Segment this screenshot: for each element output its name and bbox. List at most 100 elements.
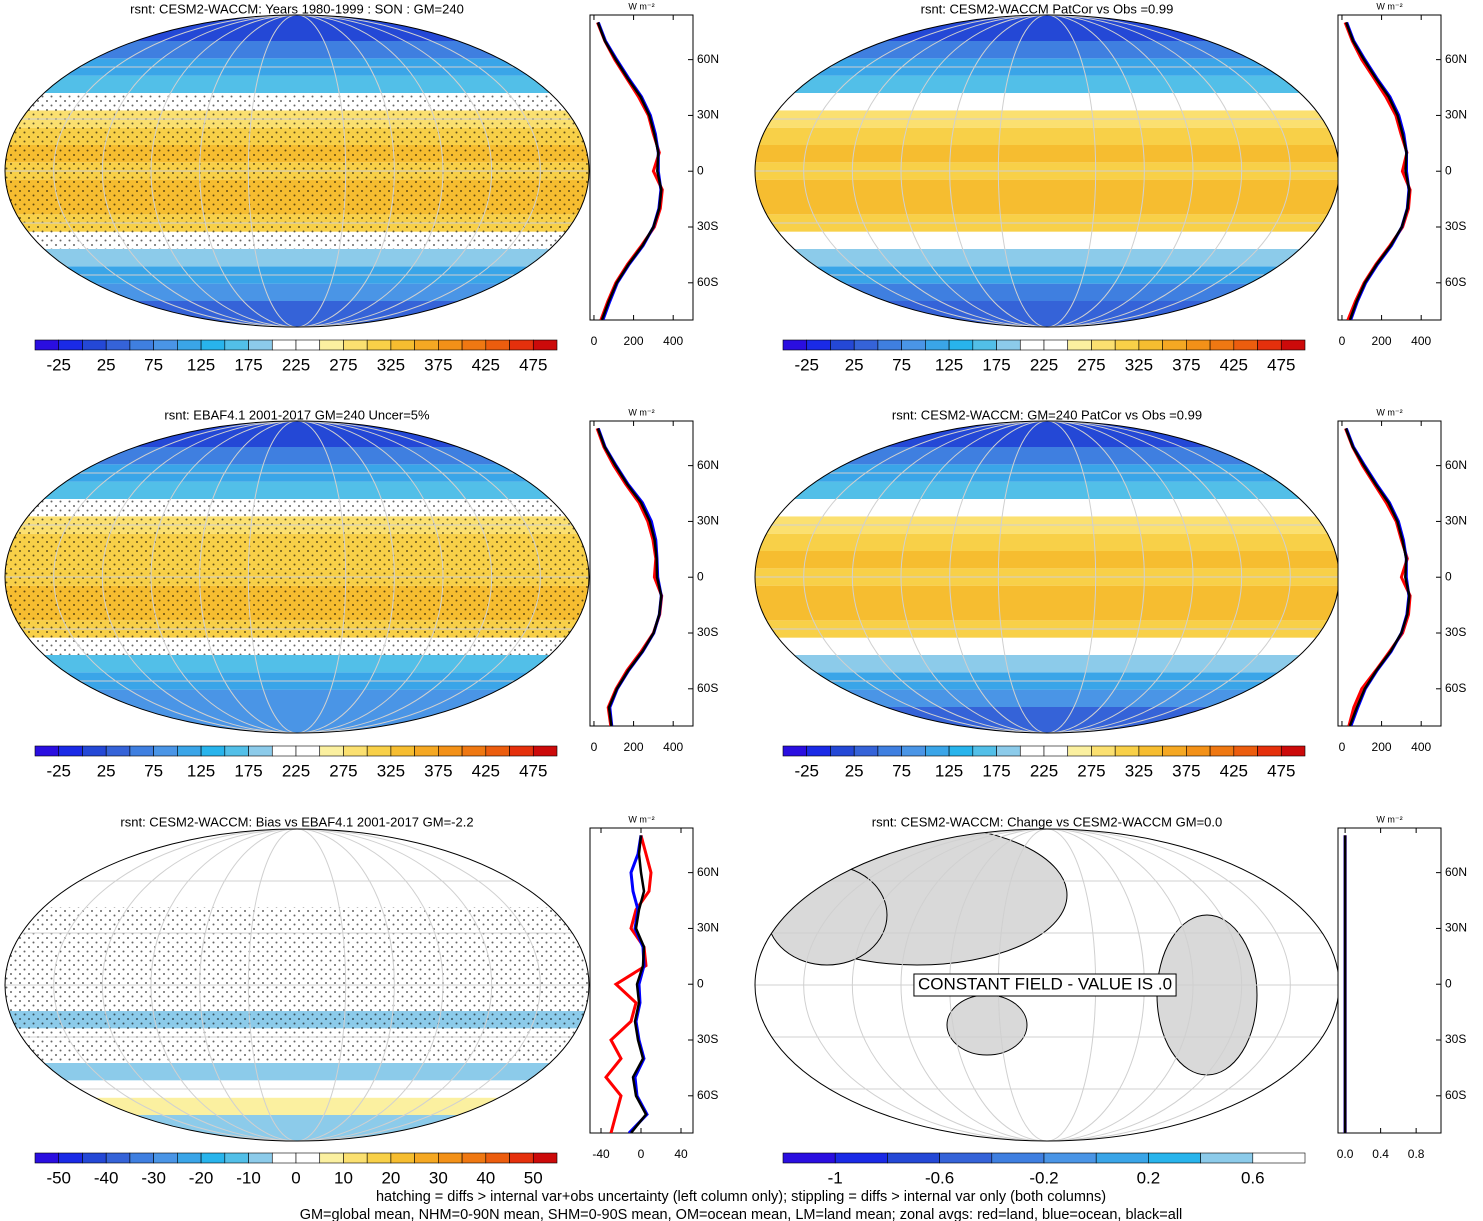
y-tick-label: 30S bbox=[1445, 219, 1466, 233]
colorbar-box bbox=[58, 339, 83, 351]
colorbar-box bbox=[390, 339, 415, 351]
x-tick-label: 400 bbox=[663, 740, 683, 754]
map-band bbox=[755, 499, 1339, 517]
map bbox=[5, 421, 589, 733]
y-tick-label: 0 bbox=[697, 163, 704, 177]
colorbar-box bbox=[532, 339, 558, 351]
y-tick-label: 0 bbox=[1445, 569, 1452, 583]
colorbar-box bbox=[1067, 339, 1092, 351]
colorbar-box bbox=[34, 1152, 60, 1164]
land bbox=[766, 864, 888, 966]
y-tick-label: 30S bbox=[1445, 625, 1466, 639]
colorbar-box bbox=[1186, 339, 1211, 351]
map-band bbox=[755, 585, 1339, 603]
colorbar-label: 175 bbox=[234, 355, 262, 374]
y-tick-label: 60S bbox=[697, 681, 718, 695]
colorbar-label: 275 bbox=[329, 761, 357, 780]
colorbar-label: 10 bbox=[334, 1168, 353, 1187]
colorbar-box bbox=[1252, 1152, 1306, 1164]
map-band bbox=[755, 533, 1339, 551]
colorbar-label: 75 bbox=[892, 355, 911, 374]
map-band bbox=[755, 689, 1339, 707]
colorbar-box bbox=[1019, 339, 1045, 351]
colorbar-box bbox=[948, 745, 974, 757]
map-band bbox=[755, 93, 1339, 111]
map-band bbox=[755, 603, 1339, 621]
colorbar-box bbox=[1114, 745, 1140, 757]
map-band bbox=[5, 447, 589, 465]
map-grid bbox=[53, 15, 541, 327]
colorbar-label: 325 bbox=[377, 761, 405, 780]
map-band bbox=[5, 1115, 589, 1141]
y-tick-label: 30N bbox=[1445, 514, 1467, 528]
colorbar-box bbox=[972, 745, 997, 757]
colorbar-label: 275 bbox=[329, 355, 357, 374]
colorbar-label: 325 bbox=[1125, 355, 1153, 374]
colorbar-box bbox=[877, 745, 902, 757]
colorbar-label: 25 bbox=[97, 355, 116, 374]
colorbar-box bbox=[1043, 745, 1069, 757]
colorbar-box bbox=[1162, 745, 1187, 757]
map-band bbox=[755, 707, 1339, 733]
map-grid bbox=[803, 421, 1291, 733]
zonal-frame bbox=[589, 14, 694, 321]
map-band bbox=[755, 421, 1339, 447]
colorbar-label: 375 bbox=[1172, 761, 1200, 780]
colorbar-box bbox=[248, 1152, 273, 1164]
zonal-line bbox=[1344, 427, 1411, 726]
panel: rsnt: CESM2-WACCM: Years 1980-1999 : SON… bbox=[4, 1, 719, 374]
map-band bbox=[5, 301, 589, 327]
colorbar-box bbox=[343, 339, 368, 351]
colorbar-box bbox=[200, 745, 226, 757]
colorbar-label: 425 bbox=[472, 355, 500, 374]
zonal-line bbox=[604, 835, 653, 1133]
colorbar-box bbox=[830, 339, 855, 351]
colorbar-box bbox=[248, 745, 273, 757]
map-grid bbox=[851, 15, 1243, 327]
colorbar-box bbox=[1257, 339, 1282, 351]
y-tick-label: 0 bbox=[1445, 976, 1452, 990]
map-grid bbox=[900, 829, 1194, 1141]
map-band bbox=[755, 551, 1339, 569]
map-grid bbox=[247, 421, 347, 733]
colorbar-box bbox=[996, 339, 1021, 351]
colorbar-label: -40 bbox=[94, 1168, 119, 1187]
colorbar-label: 325 bbox=[377, 355, 405, 374]
map-grid bbox=[150, 829, 444, 1141]
colorbar-box bbox=[177, 339, 202, 351]
colorbar-box bbox=[972, 339, 997, 351]
colorbar-box bbox=[532, 745, 558, 757]
x-tick-label: 0 bbox=[591, 334, 598, 348]
unit-label: W m⁻² bbox=[628, 407, 654, 417]
panel-title: rsnt: EBAF4.1 2001-2017 GM=240 Uncer=5% bbox=[164, 407, 430, 422]
colorbar-box bbox=[834, 1152, 888, 1164]
y-tick-label: 60N bbox=[1445, 865, 1467, 879]
colorbar-box bbox=[295, 745, 321, 757]
map-grid bbox=[199, 829, 395, 1141]
map-band bbox=[5, 655, 589, 673]
colorbar-label: 0 bbox=[291, 1168, 300, 1187]
colorbar-box bbox=[1091, 745, 1116, 757]
colorbar-box bbox=[509, 1152, 534, 1164]
colorbar-box bbox=[224, 1152, 249, 1164]
colorbar-box bbox=[782, 1152, 836, 1164]
y-tick-label: 30N bbox=[1445, 921, 1467, 935]
zonal-line bbox=[596, 21, 663, 320]
colorbar-label: 425 bbox=[1220, 761, 1248, 780]
colorbar-box bbox=[319, 745, 344, 757]
colorbar-label: -25 bbox=[46, 761, 71, 780]
y-tick-label: 60S bbox=[1445, 275, 1466, 289]
colorbar-box bbox=[853, 339, 879, 351]
colorbar-box bbox=[129, 339, 154, 351]
map-grid bbox=[53, 829, 541, 1141]
colorbar-label: 475 bbox=[1267, 761, 1295, 780]
colorbar-box bbox=[509, 339, 534, 351]
map-band bbox=[5, 41, 589, 59]
y-tick-label: 60N bbox=[1445, 52, 1467, 66]
panel-title: rsnt: CESM2-WACCM PatCor vs Obs =0.99 bbox=[921, 1, 1174, 16]
map-grid bbox=[803, 15, 1291, 327]
colorbar-box bbox=[224, 745, 249, 757]
map-band bbox=[5, 15, 589, 41]
colorbar-label: 125 bbox=[187, 761, 215, 780]
colorbar-box bbox=[461, 745, 487, 757]
